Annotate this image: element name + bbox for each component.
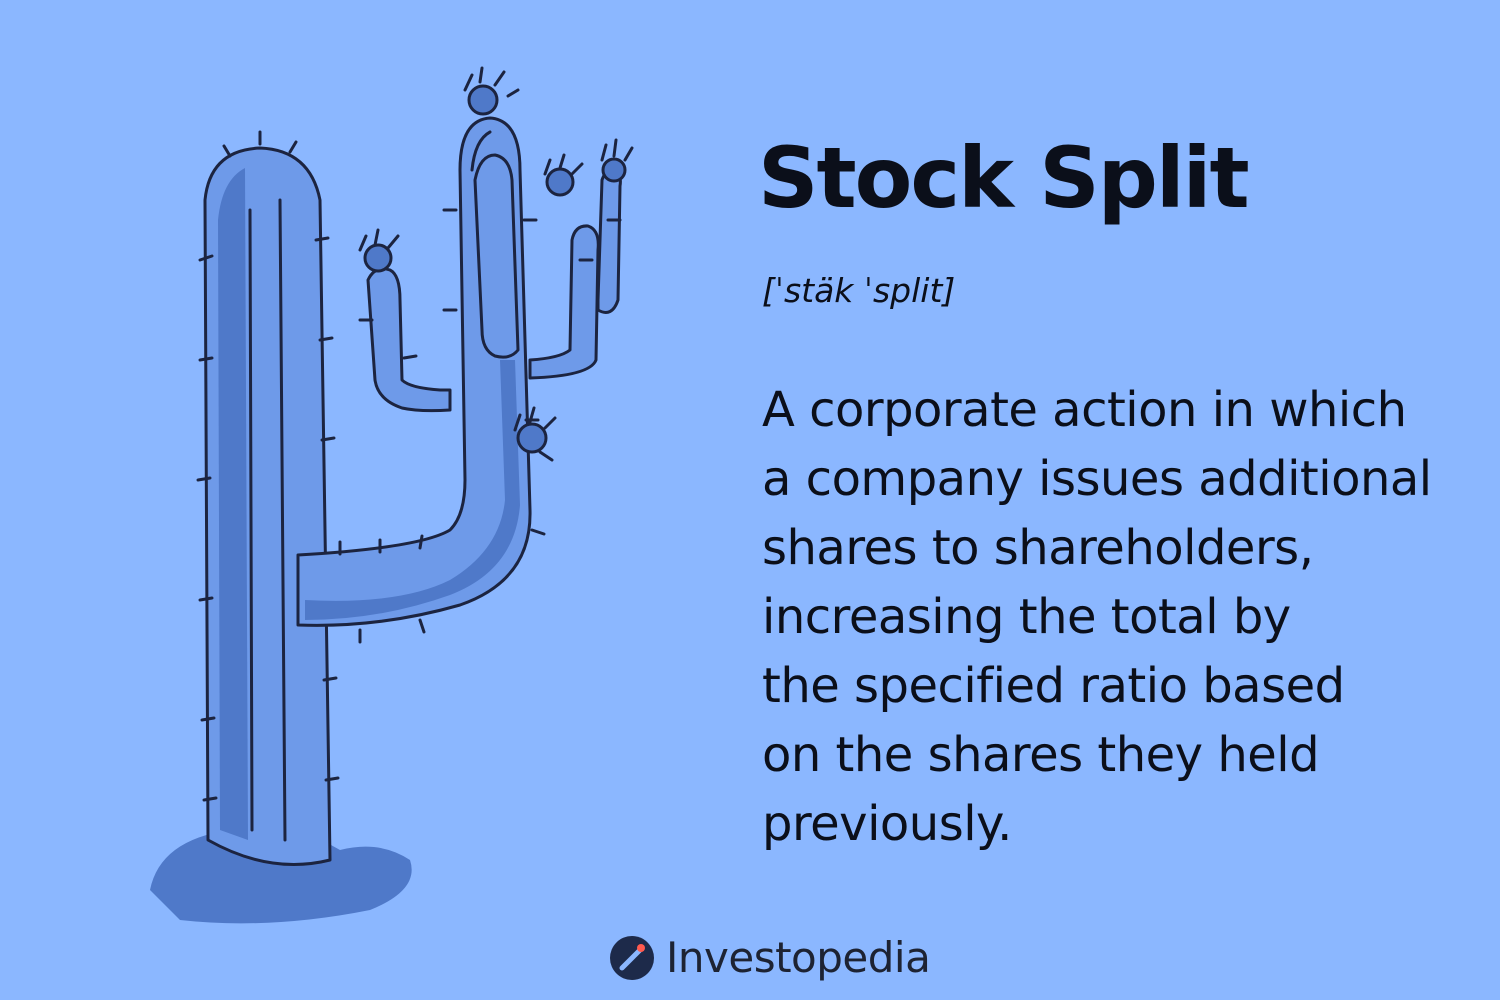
definition-line: A corporate action in which bbox=[762, 382, 1407, 438]
definition-text: A corporate action in which a company is… bbox=[762, 376, 1482, 859]
investopedia-logo-icon bbox=[610, 936, 654, 980]
definition-line: a company issues additional bbox=[762, 451, 1432, 507]
cactus-illustration bbox=[150, 66, 634, 924]
term-pronunciation: [ˈstäk ˈsplit] bbox=[762, 271, 956, 310]
term-title: Stock Split bbox=[758, 129, 1250, 227]
brand-name: Investopedia bbox=[666, 933, 931, 982]
definition-line: the specified ratio based bbox=[762, 658, 1345, 714]
cactus-icon bbox=[150, 66, 634, 924]
brand-logo: Investopedia bbox=[608, 930, 931, 986]
definition-line: shares to shareholders, bbox=[762, 520, 1314, 576]
definition-line: on the shares they held bbox=[762, 727, 1320, 783]
definition-line: previously. bbox=[762, 796, 1012, 852]
definition-line: increasing the total by bbox=[762, 589, 1291, 645]
